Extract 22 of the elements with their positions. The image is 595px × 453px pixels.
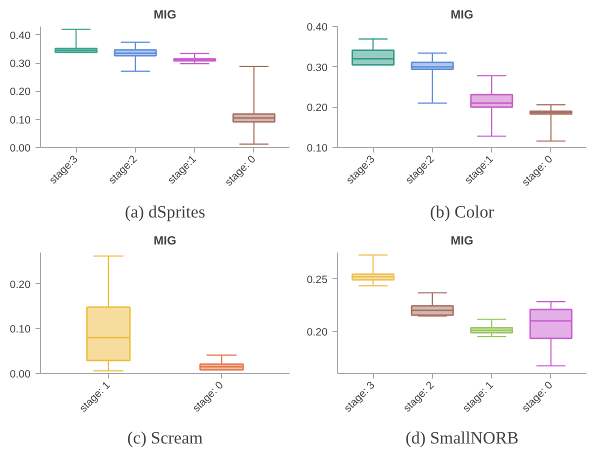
y-tick-label: 0.40 xyxy=(10,30,31,42)
y-tick-label: 0.00 xyxy=(10,368,31,380)
text: (c) Scream xyxy=(127,428,204,448)
text: (a) dSprites xyxy=(124,202,206,222)
chart-title: MIG xyxy=(154,234,176,248)
y-tick-label: 0.10 xyxy=(10,324,31,336)
y-tick-label: 0.10 xyxy=(10,114,31,126)
y-tick-label: 0.20 xyxy=(10,86,31,98)
text: (d) SmallNORB xyxy=(405,428,519,448)
y-tick-label: 0.20 xyxy=(306,102,328,114)
y-tick-label: 0.20 xyxy=(306,326,328,338)
chart-title: MIG xyxy=(450,8,474,22)
y-tick-label: 0.25 xyxy=(306,274,328,286)
chart-title: MIG xyxy=(154,8,176,22)
y-tick-label: 0.40 xyxy=(306,22,328,34)
chart-title: MIG xyxy=(450,234,474,248)
text: (b) Color xyxy=(430,202,494,222)
y-tick-label: 0.10 xyxy=(306,142,328,154)
y-tick-label: 0.20 xyxy=(10,278,31,291)
y-tick-label: 0.00 xyxy=(10,142,31,154)
y-tick-label: 0.30 xyxy=(306,62,328,74)
y-tick-label: 0.30 xyxy=(10,58,31,70)
